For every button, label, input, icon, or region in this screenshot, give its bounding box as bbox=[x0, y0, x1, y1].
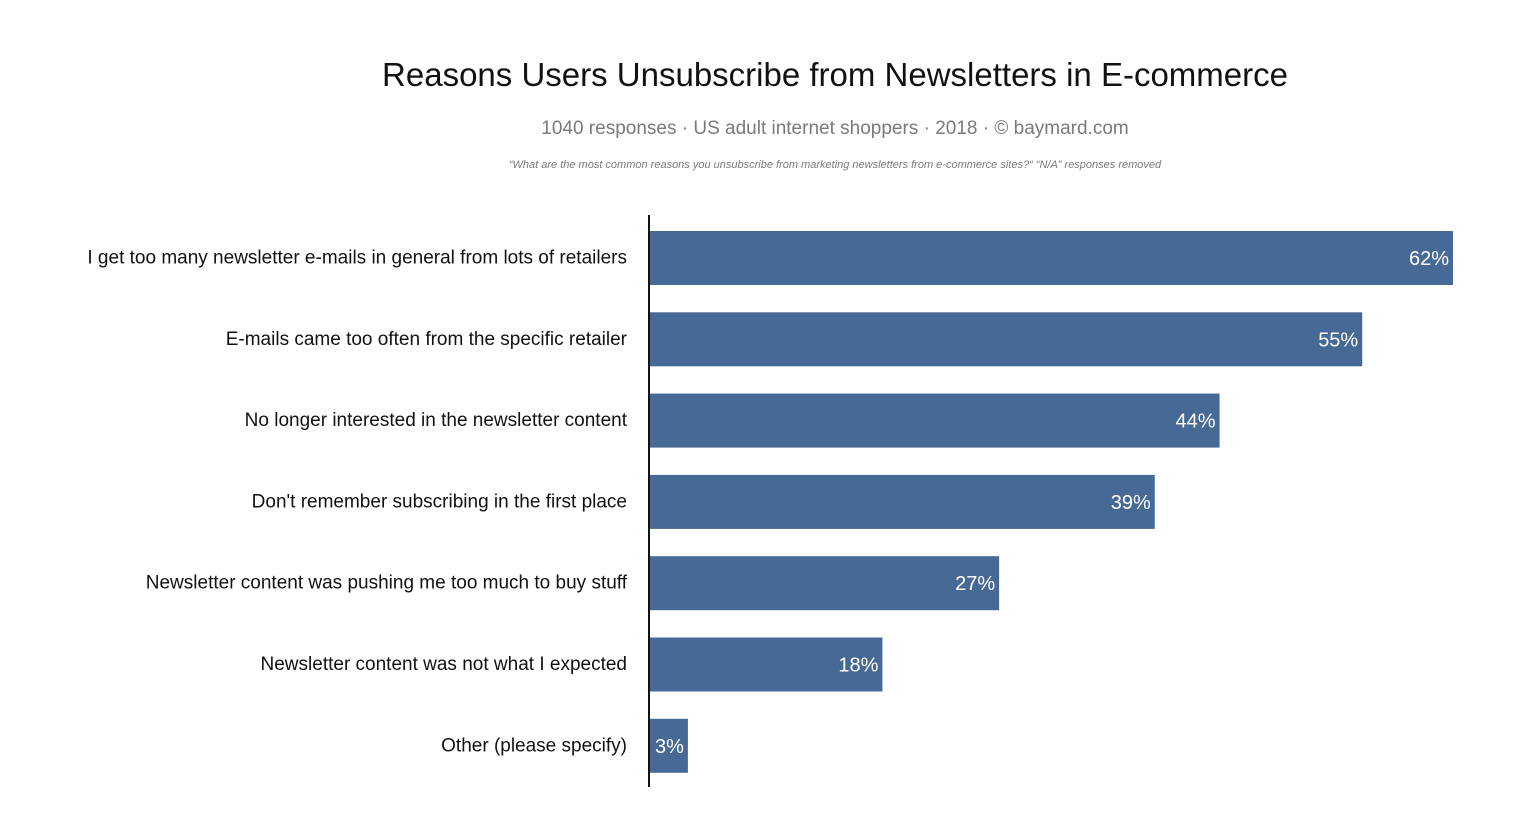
value-label-4: 39% bbox=[1111, 492, 1151, 514]
category-labels-group: I get too many newsletter e-mails in gen… bbox=[87, 248, 627, 757]
category-label-1: I get too many newsletter e-mails in gen… bbox=[87, 248, 627, 269]
bar-1 bbox=[649, 231, 1453, 285]
bar-5 bbox=[649, 556, 1000, 611]
category-label-5: Newsletter content was pushing me too mu… bbox=[146, 573, 628, 594]
value-label-1: 62% bbox=[1409, 248, 1449, 270]
bar-7 bbox=[649, 718, 688, 773]
category-label-2: E-mails came too often from the specific… bbox=[226, 329, 628, 350]
category-label-7: Other (please specify) bbox=[441, 735, 627, 756]
bar-4 bbox=[649, 474, 1155, 529]
category-label-6: Newsletter content was not what I expect… bbox=[261, 654, 627, 675]
value-label-2: 55% bbox=[1318, 329, 1358, 351]
bar-2 bbox=[649, 312, 1363, 367]
chart-title: Reasons Users Unsubscribe from Newslette… bbox=[382, 56, 1288, 93]
chart-subtitle: 1040 responses · US adult internet shopp… bbox=[541, 118, 1129, 139]
value-labels-group: 62% 55% 44% 39% 27% 18% 3% bbox=[655, 248, 1449, 758]
bar-3 bbox=[649, 393, 1220, 448]
value-label-7: 3% bbox=[655, 736, 684, 758]
value-label-3: 44% bbox=[1176, 411, 1216, 433]
bars-group bbox=[649, 231, 1453, 773]
value-label-6: 18% bbox=[838, 655, 878, 677]
bar-6 bbox=[649, 637, 883, 692]
value-label-5: 27% bbox=[955, 573, 995, 595]
category-label-3: No longer interested in the newsletter c… bbox=[245, 410, 628, 431]
category-label-4: Don't remember subscribing in the first … bbox=[252, 491, 627, 512]
chart-note: “What are the most common reasons you un… bbox=[508, 159, 1162, 171]
